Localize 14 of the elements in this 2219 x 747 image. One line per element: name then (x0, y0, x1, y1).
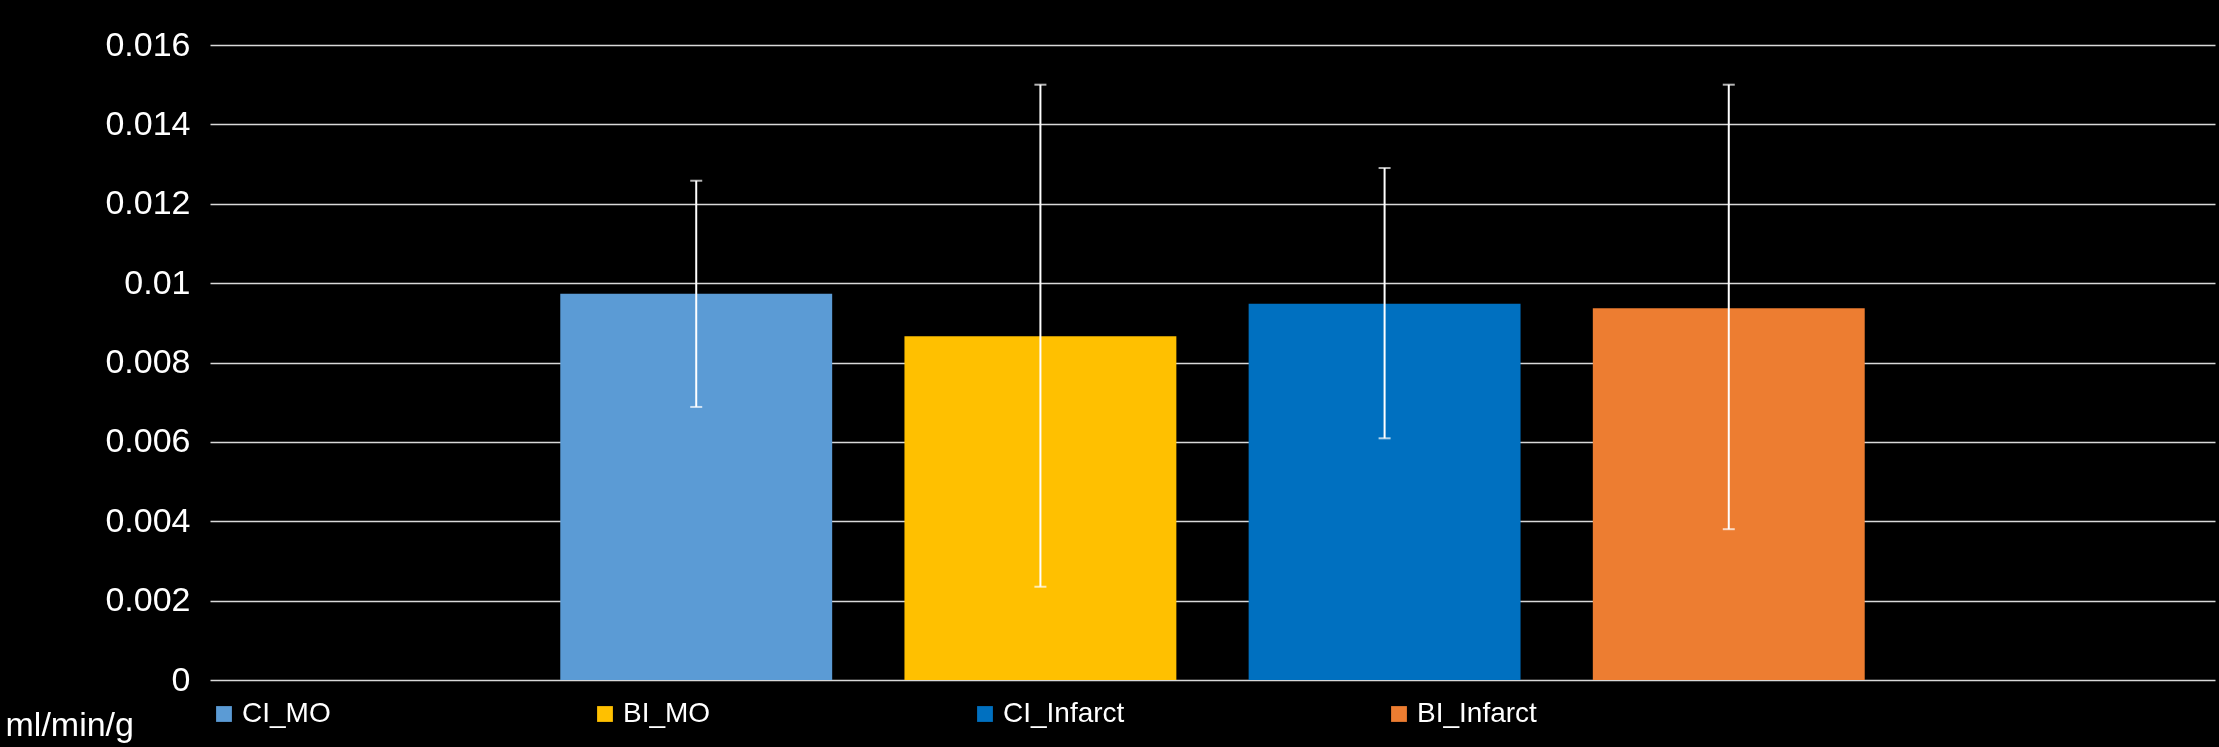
legend-label: BI_MO (623, 697, 711, 728)
y-tick-label: 0.008 (105, 342, 191, 380)
y-tick-label: 0 (171, 659, 191, 698)
y-tick-label: 0.006 (105, 421, 191, 460)
y-tick-label: 0.002 (105, 580, 191, 619)
y-tick-label: 0.012 (105, 183, 191, 222)
y-tick-label: 0.014 (105, 103, 191, 142)
y-axis-title: ml/min/g (5, 704, 134, 743)
legend-label: BI_Infarct (1417, 697, 1538, 728)
y-tick-label: 0.01 (124, 262, 191, 301)
legend-label: CI_MO (242, 697, 331, 728)
legend-label: CI_Infarct (1003, 697, 1125, 728)
y-tick-label: 0.016 (105, 24, 191, 63)
y-tick-label: 0.004 (105, 500, 191, 539)
